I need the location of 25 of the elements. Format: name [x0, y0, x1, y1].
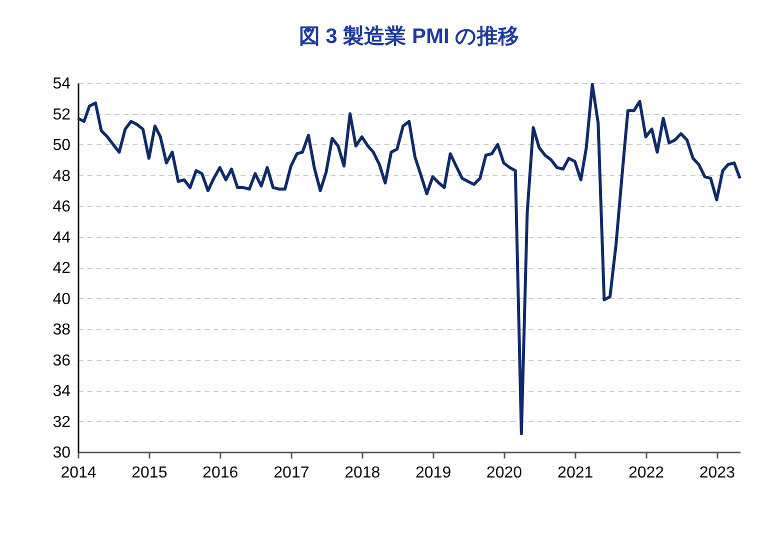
y-tick-label: 32	[52, 414, 71, 431]
x-tick-label: 2014	[60, 464, 96, 482]
chart-title: 図 3 製造業 PMI の推移	[298, 25, 520, 48]
y-tick-label: 46	[52, 198, 71, 216]
y-tick-label: 42	[52, 260, 71, 277]
y-tick-label: 34	[52, 383, 71, 400]
y-tick-label: 52	[52, 106, 71, 124]
x-tick-label: 2018	[344, 464, 380, 482]
y-tick-label: 54	[52, 76, 71, 92]
x-tick-label: 2020	[486, 464, 522, 482]
x-tick-label: 2016	[202, 464, 238, 482]
y-tick-label: 44	[52, 229, 71, 246]
y-tick-label: 48	[52, 168, 71, 185]
x-tick-label: 2023	[699, 464, 736, 482]
y-tick-label: 40	[52, 290, 71, 308]
x-tick-label: 2015	[132, 464, 168, 482]
y-tick-label: 30	[52, 444, 71, 462]
x-tick-label: 2021	[558, 464, 594, 482]
y-tick-label: 50	[52, 137, 71, 154]
x-tick-label: 2017	[274, 464, 310, 482]
y-tick-label: 38	[52, 322, 71, 338]
line-series	[76, 83, 742, 436]
x-tick-label: 2022	[628, 464, 664, 482]
y-tick-label: 36	[52, 352, 71, 370]
x-tick-label: 2019	[416, 464, 452, 482]
